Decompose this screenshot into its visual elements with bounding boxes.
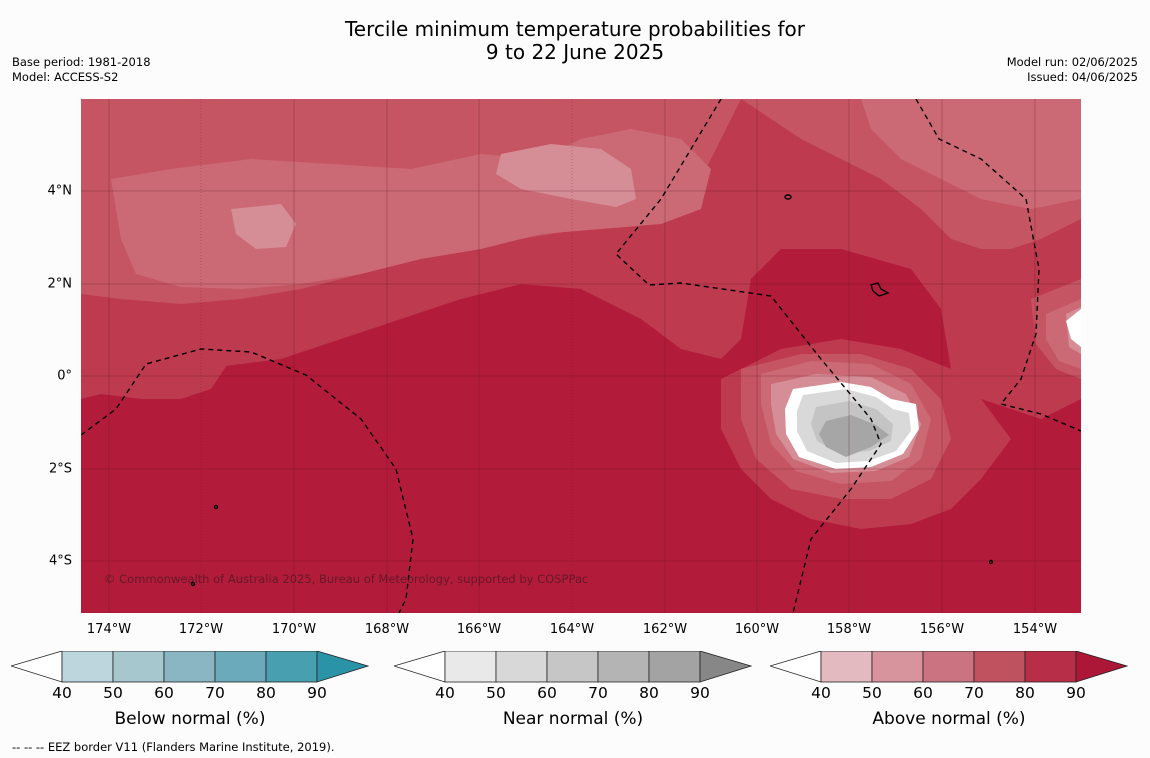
legend-bar-above (770, 651, 1128, 683)
region-above-40-west (231, 204, 296, 249)
legend-swatch (112, 651, 165, 683)
region-neutral-east (1066, 309, 1081, 347)
legend-arrow-low (770, 651, 822, 683)
legend-tick: 70 (205, 684, 225, 702)
legend-swatch (495, 651, 548, 683)
legend-tick: 40 (811, 684, 831, 702)
chart-title: Tercile minimum temperature probabilitie… (0, 18, 1150, 64)
legend-swatch (265, 651, 318, 683)
legend-tick: 60 (154, 684, 174, 702)
islands (190, 194, 994, 587)
meta-left: Base period: 1981-2018 Model: ACCESS-S2 (12, 55, 151, 85)
legend-swatch (820, 651, 873, 683)
legend-title-above: Above normal (%) (872, 709, 1026, 729)
legend-tick: 60 (537, 684, 557, 702)
legend-swatch (214, 651, 267, 683)
legend-swatch (1024, 651, 1077, 683)
legend-arrow-high (699, 651, 752, 683)
legend-tick: 60 (913, 684, 933, 702)
legend-arrow-low (11, 651, 63, 683)
legend-tick: 90 (1066, 684, 1086, 702)
legend-tick: 80 (1015, 684, 1035, 702)
y-tick-label: 4°N (47, 183, 73, 199)
legend-tick: 80 (639, 684, 659, 702)
legend-swatch (597, 651, 650, 683)
issued-date: Issued: 04/06/2025 (1027, 70, 1138, 84)
x-tick-label: 166°W (456, 622, 502, 637)
legend-swatch (444, 651, 497, 683)
x-tick-label: 158°W (826, 622, 872, 637)
x-tick-label: 160°W (734, 622, 780, 637)
legend-swatch (163, 651, 216, 683)
x-tick-label: 164°W (549, 622, 595, 637)
x-tick-label: 154°W (1012, 622, 1058, 637)
eez-borders (81, 99, 1081, 613)
legend-arrow-high (316, 651, 369, 683)
legend-arrow-low (394, 651, 446, 683)
legend-tick: 50 (862, 684, 882, 702)
region-near-80 (819, 415, 889, 457)
model-run: Model run: 02/06/2025 (1006, 55, 1138, 69)
legend-title-below: Below normal (%) (114, 709, 266, 729)
eez-footnote: -- -- -- EEZ border V11 (Flanders Marine… (12, 740, 335, 754)
legend-arrow-high (1075, 651, 1128, 683)
legend-swatch (61, 651, 114, 683)
legend-tick: 70 (964, 684, 984, 702)
graticule (81, 99, 1081, 613)
legend-tick: 90 (690, 684, 710, 702)
x-tick-label: 170°W (271, 622, 317, 637)
legend-swatch (922, 651, 975, 683)
region-above-40 (496, 144, 636, 207)
legend-tick: 70 (588, 684, 608, 702)
legend-tick: 80 (256, 684, 276, 702)
legend-tick: 50 (103, 684, 123, 702)
y-tick-label: 2°S (48, 461, 72, 477)
title-line-2: 9 to 22 June 2025 (485, 40, 665, 64)
copyright-notice: © Commonwealth of Australia 2025, Bureau… (104, 572, 589, 586)
region-above-70-west (81, 279, 231, 399)
legend-swatch (648, 651, 701, 683)
x-tick-label: 156°W (919, 622, 965, 637)
legend-bar-below (11, 651, 369, 683)
base-period: Base period: 1981-2018 (12, 55, 151, 69)
meta-right: Model run: 02/06/2025 Issued: 04/06/2025 (1007, 55, 1138, 85)
legend-tick: 40 (435, 684, 455, 702)
y-tick-label: 2°N (47, 276, 73, 292)
legend-tick: 40 (52, 684, 72, 702)
y-tick-label: 4°S (48, 553, 72, 569)
legend-title-near: Near normal (%) (502, 709, 644, 729)
x-tick-label: 174°W (86, 622, 132, 637)
legend-swatch (871, 651, 924, 683)
legend-bar-near (394, 651, 752, 683)
legend-tick: 90 (307, 684, 327, 702)
legend-tick: 50 (486, 684, 506, 702)
model-name: Model: ACCESS-S2 (12, 70, 119, 84)
y-tick-label: 0° (57, 368, 72, 384)
legend-swatch (973, 651, 1026, 683)
title-line-1: Tercile minimum temperature probabilitie… (344, 17, 806, 41)
x-tick-label: 162°W (642, 622, 688, 637)
legend-swatch (546, 651, 599, 683)
x-tick-label: 168°W (364, 622, 410, 637)
x-tick-label: 172°W (178, 622, 224, 637)
probability-map (81, 99, 1081, 613)
